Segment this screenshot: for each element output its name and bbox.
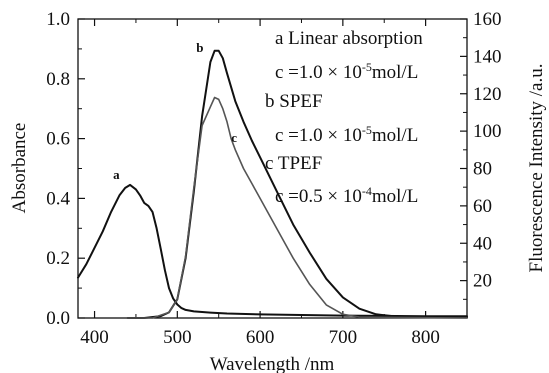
y-right-tick-label: 80 bbox=[473, 159, 492, 180]
legend-conc-c-exp: -4 bbox=[362, 184, 372, 198]
x-tick-label-500: 500 bbox=[163, 327, 192, 348]
legend-conc-a: c =1.0 × 10-5mol/L bbox=[275, 60, 418, 83]
legend-conc-a-exp: -5 bbox=[362, 60, 372, 74]
y-right-tick-label: 100 bbox=[473, 121, 502, 142]
x-tick-label-800: 800 bbox=[411, 327, 440, 348]
y-right-tick-label: 140 bbox=[473, 46, 502, 67]
legend-conc-c: c =0.5 × 10-4mol/L bbox=[275, 184, 418, 207]
x-tick-label-700: 700 bbox=[329, 327, 358, 348]
legend-line-a: a Linear absorption bbox=[275, 28, 423, 49]
x-tick-label-400: 400 bbox=[80, 327, 109, 348]
series-group bbox=[77, 49, 468, 319]
y-axis-left-title: Absorbance bbox=[9, 123, 30, 214]
legend-conc-b-unit: mol/L bbox=[372, 125, 418, 146]
y-right-tick-label: 60 bbox=[473, 196, 492, 217]
y-left-tick-label: 0.0 bbox=[46, 308, 70, 329]
ticks: 400 500 600 700 800 0.0 0.2 0.4 0.6 0.8 1.0 20 40 60 8… bbox=[46, 9, 501, 348]
legend-conc-b-exp: -5 bbox=[362, 123, 372, 137]
legend-line-b: b SPEF bbox=[265, 91, 323, 112]
legend-conc-b-coef: c =1.0 × 10 bbox=[275, 125, 362, 146]
legend-line-c: c TPEF bbox=[265, 153, 322, 174]
legend-conc-b: c =1.0 × 10-5mol/L bbox=[275, 123, 418, 146]
legend-conc-a-unit: mol/L bbox=[372, 62, 418, 83]
y-left-tick-label: 0.2 bbox=[46, 248, 70, 269]
y-right-tick-label: 160 bbox=[473, 9, 502, 30]
legend-conc-c-unit: mol/L bbox=[372, 186, 418, 207]
legend-conc-c-coef: c =0.5 × 10 bbox=[275, 186, 362, 207]
curve-label-b: b bbox=[196, 40, 203, 55]
y-left-tick-label: 1.0 bbox=[46, 9, 70, 30]
y-right-tick-label: 40 bbox=[473, 233, 492, 254]
series-c-line bbox=[126, 96, 468, 319]
y-right-tick-label: 120 bbox=[473, 84, 502, 105]
y-left-tick-label: 0.8 bbox=[46, 69, 70, 90]
series-a-line bbox=[77, 183, 468, 318]
x-axis-title: Wavelength /nm bbox=[210, 354, 335, 373]
y-right-tick-label: 20 bbox=[473, 271, 492, 292]
x-tick-label-600: 600 bbox=[246, 327, 275, 348]
y-left-tick-label: 0.6 bbox=[46, 129, 70, 150]
curve-label-a: a bbox=[113, 167, 120, 182]
y-left-tick-label: 0.4 bbox=[46, 188, 70, 209]
legend: a Linear absorption c =1.0 × 10-5mol/L b… bbox=[265, 28, 423, 207]
curve-label-c: c bbox=[231, 130, 237, 145]
legend-conc-a-coef: c =1.0 × 10 bbox=[275, 62, 362, 83]
y-axis-right-title: Fluorescence Intensity /a.u. bbox=[526, 64, 547, 273]
